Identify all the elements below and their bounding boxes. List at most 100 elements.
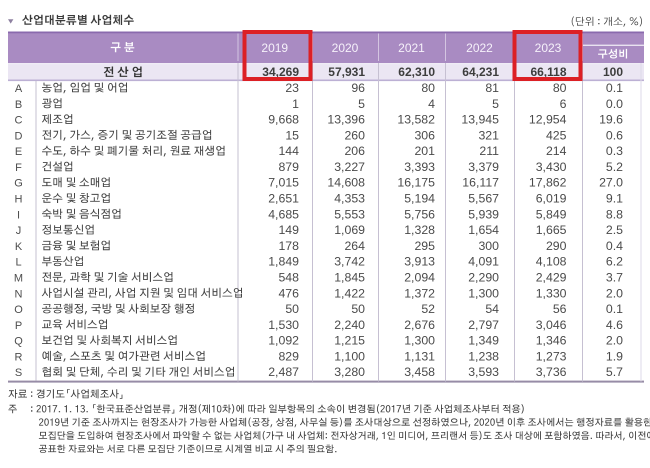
svg-text:5,194: 5,194 [404,192,435,206]
svg-text:1,300: 1,300 [468,286,499,300]
svg-text:5.2: 5.2 [606,160,623,174]
svg-text:4,091: 4,091 [468,255,499,269]
svg-text:0.4: 0.4 [606,239,623,253]
svg-text:201: 201 [414,144,435,158]
svg-text:1,131: 1,131 [404,349,435,363]
svg-text:2021: 2021 [398,41,425,55]
svg-text:0.1: 0.1 [606,302,623,316]
svg-text:1,665: 1,665 [536,223,567,237]
svg-text:1,215: 1,215 [334,334,365,348]
svg-text:12,954: 12,954 [529,113,567,127]
svg-text:5,553: 5,553 [334,207,365,221]
svg-text:2022: 2022 [466,41,493,55]
svg-text:4: 4 [428,97,435,111]
svg-text:1,238: 1,238 [468,349,499,363]
svg-text:2.0: 2.0 [606,286,623,300]
svg-text:3,458: 3,458 [404,365,435,379]
svg-text:290: 290 [546,239,567,253]
svg-text:3,393: 3,393 [404,160,435,174]
svg-text:M: M [14,273,23,285]
svg-text:0.1: 0.1 [606,81,623,95]
svg-text:3,227: 3,227 [334,160,365,174]
svg-text:A: A [15,83,23,95]
svg-text:6.2: 6.2 [606,255,623,269]
svg-text:66,118: 66,118 [530,65,566,79]
svg-text:15: 15 [285,128,299,142]
svg-text:6,019: 6,019 [536,192,567,206]
svg-text:2.5: 2.5 [606,223,623,237]
svg-text:3,913: 3,913 [404,255,435,269]
svg-text:5: 5 [358,97,365,111]
svg-text:1,328: 1,328 [404,223,435,237]
svg-text:13,582: 13,582 [397,113,435,127]
svg-text:1.9: 1.9 [606,349,623,363]
svg-text:829: 829 [278,349,299,363]
svg-text:1,530: 1,530 [268,318,299,332]
svg-text:321: 321 [478,128,499,142]
svg-text:2,094: 2,094 [404,271,435,285]
svg-text:9.1: 9.1 [606,192,623,206]
svg-text:13,945: 13,945 [461,113,499,127]
svg-text:300: 300 [478,239,499,253]
svg-text:1,092: 1,092 [268,334,299,348]
svg-text:178: 178 [278,239,299,253]
svg-text:2,797: 2,797 [468,318,499,332]
svg-text:295: 295 [414,239,435,253]
svg-text:80: 80 [553,81,567,95]
svg-text:H: H [15,194,23,206]
svg-text:1: 1 [292,97,299,111]
svg-text:1,300: 1,300 [404,334,435,348]
svg-text:2,676: 2,676 [404,318,435,332]
svg-text:5,939: 5,939 [468,207,499,221]
svg-text:D: D [15,130,23,142]
svg-text:56: 56 [553,302,567,316]
svg-text:3,593: 3,593 [468,365,499,379]
svg-text:K: K [15,241,23,253]
svg-text:O: O [14,304,23,316]
svg-text:3,430: 3,430 [536,160,567,174]
svg-text:1,849: 1,849 [268,255,299,269]
svg-text:476: 476 [278,286,299,300]
svg-text:1,845: 1,845 [334,271,365,285]
svg-text:2020: 2020 [332,41,359,55]
svg-text:264: 264 [344,239,365,253]
svg-text:6: 6 [560,97,567,111]
svg-text:27.0: 27.0 [599,176,623,190]
svg-text:50: 50 [351,302,365,316]
svg-text:214: 214 [546,144,567,158]
svg-text:Q: Q [14,336,23,348]
svg-text:144: 144 [278,144,299,158]
svg-text:23: 23 [285,81,299,95]
svg-text:9,668: 9,668 [268,113,299,127]
svg-text:3.7: 3.7 [606,271,623,285]
svg-text:3,280: 3,280 [334,365,365,379]
svg-text:425: 425 [546,128,567,142]
svg-text:3,736: 3,736 [536,365,567,379]
svg-text:260: 260 [344,128,365,142]
svg-text:0.0: 0.0 [606,97,623,111]
svg-text:13,396: 13,396 [327,113,365,127]
svg-text:1,372: 1,372 [404,286,435,300]
svg-text:19.6: 19.6 [599,113,623,127]
svg-text:3,046: 3,046 [536,318,567,332]
svg-text:16,175: 16,175 [397,176,435,190]
svg-text:2,651: 2,651 [268,192,299,206]
svg-text:1,346: 1,346 [536,334,567,348]
svg-text:2,487: 2,487 [268,365,299,379]
svg-text:4.6: 4.6 [606,318,623,332]
svg-text:80: 80 [421,81,435,95]
svg-text:3,379: 3,379 [468,160,499,174]
svg-text:1,654: 1,654 [468,223,499,237]
svg-text:8.8: 8.8 [606,207,623,221]
svg-text:149: 149 [278,223,299,237]
svg-text:0.3: 0.3 [606,144,623,158]
svg-text:C: C [15,115,23,127]
svg-text:211: 211 [479,144,499,158]
svg-text:879: 879 [278,160,299,174]
svg-text:I: I [17,209,20,221]
svg-text:81: 81 [485,81,499,95]
svg-text:1,069: 1,069 [334,223,365,237]
svg-text:2,290: 2,290 [468,271,499,285]
svg-text:206: 206 [344,144,365,158]
svg-text:57,931: 57,931 [328,65,365,79]
